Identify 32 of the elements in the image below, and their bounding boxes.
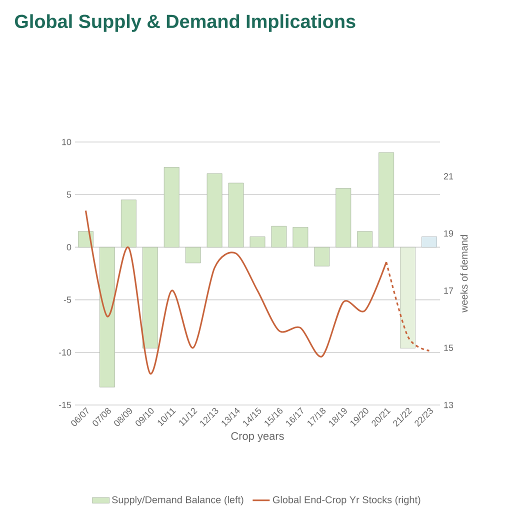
bar: [400, 246, 416, 348]
y2-tick-label: 17: [444, 288, 454, 294]
legend-label: Supply/Demand Balance (left): [112, 496, 244, 506]
bar: [250, 236, 266, 248]
bar: [292, 227, 308, 248]
y2-axis-title: weeks of demand: [460, 235, 468, 313]
bar: [314, 246, 330, 266]
bar: [228, 182, 244, 248]
y2-tick-label: 15: [444, 344, 454, 351]
y2-tick-label: 19: [444, 230, 454, 237]
bar: [336, 188, 352, 248]
y-tick-label: -5: [64, 296, 72, 303]
bar: [357, 231, 373, 248]
y-tick-label: 5: [66, 191, 72, 198]
y2-tick-label: 21: [444, 173, 454, 180]
bar: [271, 226, 287, 248]
y-tick-label: 10: [62, 138, 72, 146]
bar: [99, 246, 115, 388]
y-tick-label: 0: [66, 244, 72, 250]
x-axis-title: Crop years: [231, 432, 284, 442]
bar: [422, 236, 437, 248]
legend-label: Global End-Crop Yr Stocks (right): [272, 496, 420, 506]
bar: [206, 173, 222, 248]
y-tick-label: -10: [58, 349, 72, 356]
bar: [164, 167, 180, 248]
bar: [120, 200, 136, 248]
bar: [185, 246, 201, 264]
bar: [378, 152, 394, 248]
y-tick-label: -15: [58, 402, 72, 408]
chart-title: Global Supply & Demand Implications: [14, 14, 356, 32]
bar: [142, 246, 158, 348]
y2-tick-label: 13: [444, 402, 454, 408]
